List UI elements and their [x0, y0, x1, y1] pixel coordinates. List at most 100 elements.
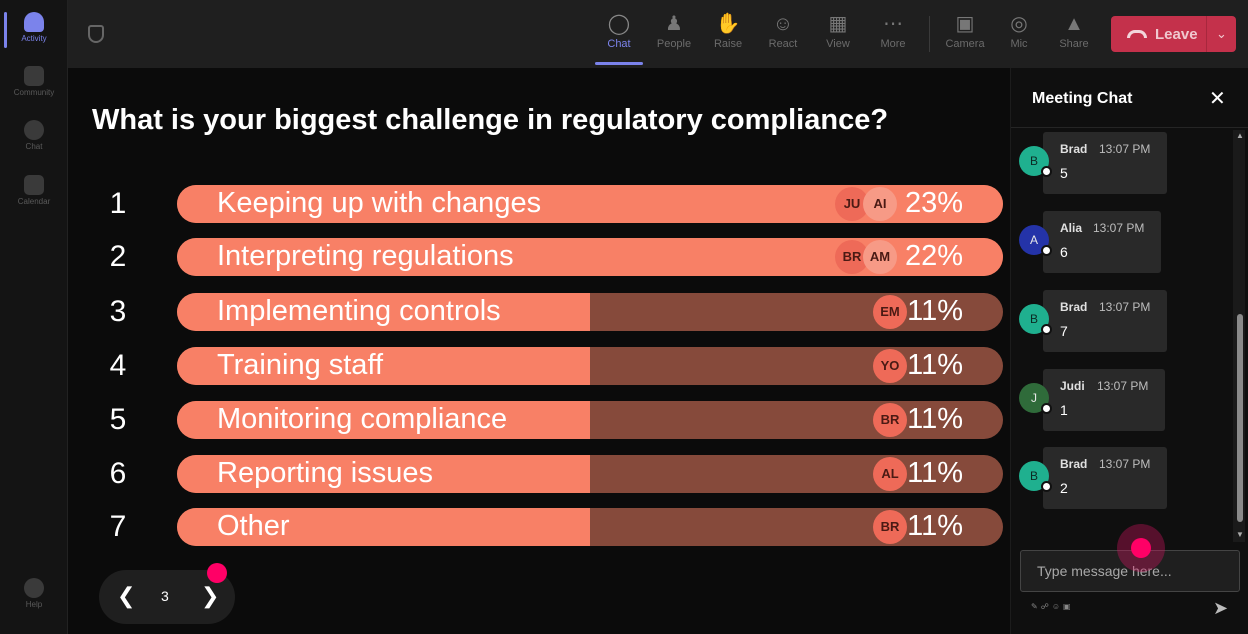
- gif-icon[interactable]: ▣: [1062, 602, 1074, 611]
- slide-pager: ❮ 3 ❯: [99, 570, 235, 624]
- poll-option-label: Training staff: [217, 349, 384, 381]
- hang-up-icon: [1127, 30, 1147, 38]
- message-timestamp: 13:07 PM: [1099, 300, 1151, 314]
- compose-tools: ✎☍☺▣: [1031, 602, 1074, 611]
- people-button[interactable]: ♟ People: [648, 10, 700, 50]
- message-sender: Alia: [1060, 221, 1083, 235]
- send-icon[interactable]: ➤: [1213, 598, 1229, 618]
- poll-result-bar: Monitoring compliance BR 11%: [177, 401, 1003, 439]
- chat-title: Meeting Chat: [1032, 90, 1133, 107]
- chevron-right-icon[interactable]: ❯: [201, 583, 220, 608]
- scroll-down-icon[interactable]: ▼: [1236, 530, 1244, 539]
- share-button[interactable]: ▲ Share: [1048, 10, 1100, 50]
- poll-option-label: Implementing controls: [217, 295, 501, 327]
- voter-avatar: EM: [873, 295, 907, 329]
- rail-community-label: Community: [13, 88, 55, 97]
- leave-button-label: Leave: [1155, 25, 1198, 43]
- chat-button[interactable]: ◯ Chat: [593, 10, 645, 65]
- voter-avatar: BR: [873, 510, 907, 544]
- poll-option-row: 1 Keeping up with changes JU AI 23%: [68, 185, 1010, 223]
- mic-button[interactable]: ◎ Mic: [993, 10, 1045, 50]
- message-bubble[interactable]: Judi 13:07 PM 1: [1043, 369, 1165, 431]
- message-text: 5: [1060, 165, 1068, 181]
- message-bubble[interactable]: Brad 13:07 PM 5: [1043, 132, 1167, 194]
- message-text: 1: [1060, 402, 1068, 418]
- rail-calendar[interactable]: Calendar: [0, 175, 68, 206]
- people-button-label: People: [656, 38, 692, 50]
- poll-option-number: 4: [109, 349, 127, 382]
- close-icon[interactable]: ✕: [1209, 88, 1226, 110]
- cursor-highlight: [1117, 524, 1165, 572]
- microphone-icon: ◎: [1010, 13, 1028, 35]
- page-number: 3: [161, 588, 169, 604]
- view-button[interactable]: ▦ View: [812, 10, 864, 50]
- rail-chat[interactable]: Chat: [0, 120, 68, 151]
- react-button[interactable]: ☺ React: [757, 10, 809, 50]
- message-bubble[interactable]: Alia 13:07 PM 6: [1043, 211, 1161, 273]
- emoji-icon[interactable]: ☺: [1051, 602, 1063, 611]
- camera-button[interactable]: ▣ Camera: [939, 10, 991, 50]
- poll-option-percent: 11%: [907, 349, 963, 381]
- poll-option-label: Monitoring compliance: [217, 403, 508, 435]
- poll-option-percent: 11%: [907, 510, 963, 542]
- poll-option-number: 7: [109, 510, 127, 543]
- chat-icon: [24, 120, 44, 140]
- presence-status-icon: [1041, 324, 1052, 335]
- chat-message-input[interactable]: [1021, 551, 1239, 591]
- leave-options-chevron-icon[interactable]: ⌄: [1206, 16, 1236, 52]
- leave-button[interactable]: Leave ⌄: [1111, 16, 1236, 52]
- poll-option-number: 2: [109, 240, 127, 273]
- poll-option-row: 6 Reporting issues AL 11%: [68, 455, 1010, 493]
- shield-icon: [88, 25, 104, 43]
- presence-status-icon: [1041, 245, 1052, 256]
- rail-community[interactable]: Community: [0, 66, 68, 97]
- message-timestamp: 13:07 PM: [1099, 457, 1151, 471]
- cursor-indicator: [207, 563, 227, 583]
- rail-calendar-label: Calendar: [17, 197, 51, 206]
- meeting-chat-panel: Meeting Chat ✕ Brad 13:07 PM 5 B Alia 13:07 P…: [1010, 68, 1248, 634]
- app-rail: Activity Community Chat Calendar Help: [0, 0, 68, 634]
- message-sender: Brad: [1060, 300, 1088, 314]
- poll-option-percent: 22%: [904, 240, 963, 272]
- react-button-label: React: [768, 38, 798, 50]
- rail-activity-label: Activity: [21, 34, 47, 43]
- poll-result-bar: Keeping up with changes JU AI 23%: [177, 185, 1003, 223]
- poll-option-row: 3 Implementing controls EM 11%: [68, 293, 1010, 331]
- chevron-left-icon[interactable]: ❮: [117, 583, 136, 608]
- poll-result-bar: Other BR 11%: [177, 508, 1003, 546]
- format-icon[interactable]: ✎: [1031, 602, 1041, 611]
- raise-hand-button-label: Raise: [713, 38, 743, 50]
- message-sender: Brad: [1060, 457, 1088, 471]
- presence-status-icon: [1041, 481, 1052, 492]
- voter-avatar: BR: [873, 403, 907, 437]
- rail-help[interactable]: Help: [0, 578, 68, 609]
- bell-icon: [24, 12, 44, 32]
- raise-hand-button[interactable]: ✋ Raise: [702, 10, 754, 50]
- poll-option-percent: 11%: [907, 295, 963, 327]
- message-sender: Judi: [1060, 379, 1085, 393]
- help-icon: [24, 578, 44, 598]
- share-button-label: Share: [1059, 38, 1089, 50]
- poll-option-row: 4 Training staff YO 11%: [68, 347, 1010, 385]
- poll-option-row: 2 Interpreting regulations BR AM 22%: [68, 238, 1010, 276]
- chat-scrollbar-thumb[interactable]: [1237, 314, 1243, 522]
- voter-avatar: AI: [863, 187, 897, 221]
- rail-chat-label: Chat: [25, 142, 43, 151]
- message-bubble[interactable]: Brad 13:07 PM 2: [1043, 447, 1167, 509]
- poll-option-percent: 11%: [907, 457, 963, 489]
- poll-result-bar: Implementing controls EM 11%: [177, 293, 1003, 331]
- poll-option-number: 3: [109, 295, 127, 328]
- rail-activity[interactable]: Activity: [0, 12, 68, 48]
- more-button[interactable]: ⋯ More: [867, 10, 919, 50]
- people-icon: ♟: [665, 13, 683, 35]
- community-icon: [24, 66, 44, 86]
- poll-result-bar: Interpreting regulations BR AM 22%: [177, 238, 1003, 276]
- meeting-toolbar: ◯ Chat ♟ People ✋ Raise ☺ React ▦ View ⋯…: [68, 0, 1248, 68]
- attach-icon[interactable]: ☍: [1040, 602, 1052, 611]
- message-bubble[interactable]: Brad 13:07 PM 7: [1043, 290, 1167, 352]
- poll-stage: What is your biggest challenge in regula…: [68, 68, 1010, 634]
- camera-off-icon: ▣: [955, 13, 975, 35]
- scroll-up-icon[interactable]: ▲: [1236, 131, 1244, 140]
- message-text: 2: [1060, 480, 1068, 496]
- poll-result-fill: [177, 455, 590, 493]
